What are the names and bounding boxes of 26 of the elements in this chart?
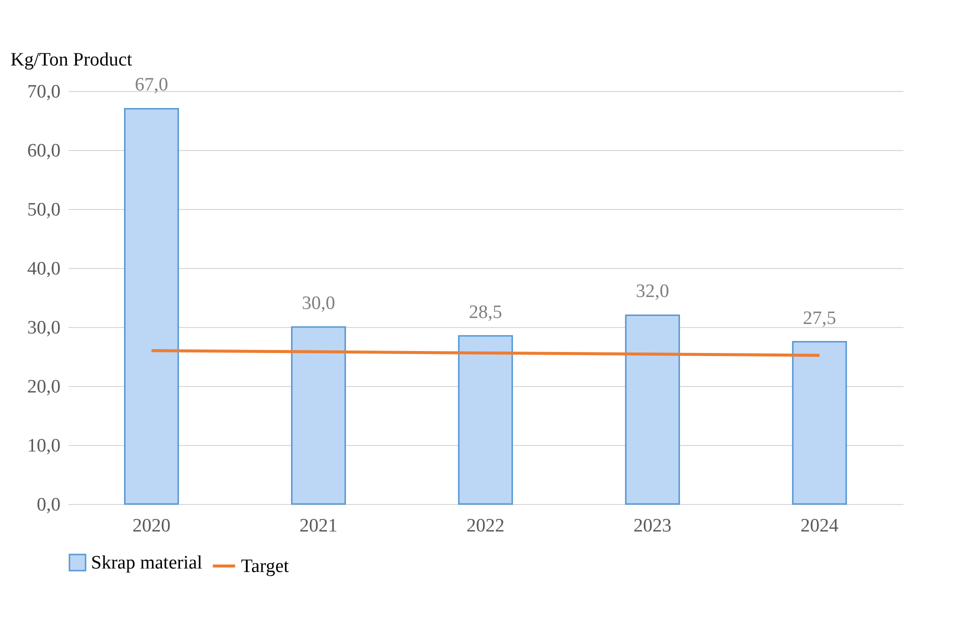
y-tick-label: 30,0 (27, 318, 60, 338)
bar (291, 326, 346, 505)
y-axis-title: Kg/Ton Product (10, 50, 133, 70)
data-label: 30,0 (302, 293, 336, 314)
y-tick-label: 10,0 (27, 436, 60, 456)
x-tick-label: 2021 (300, 516, 338, 536)
y-tick-label: 0,0 (36, 494, 60, 516)
x-tick-label: 2024 (800, 516, 839, 536)
legend-label: Target (241, 556, 290, 577)
bar (625, 314, 680, 505)
data-label: 67,0 (134, 74, 168, 96)
data-label: 27,5 (802, 308, 836, 329)
x-tick-label: 2023 (634, 516, 672, 536)
bar (792, 341, 847, 505)
legend-label: Skrap material (91, 552, 202, 574)
bar (124, 108, 179, 505)
bar (458, 335, 513, 505)
y-tick-label: 40,0 (27, 258, 60, 280)
y-tick-label: 70,0 (27, 82, 60, 102)
y-tick-label: 50,0 (27, 200, 60, 220)
data-label: 32,0 (636, 281, 670, 302)
x-tick-label: 2022 (466, 516, 504, 536)
x-tick-label: 2020 (132, 516, 170, 536)
data-label: 28,5 (468, 302, 502, 323)
y-tick-label: 20,0 (27, 376, 60, 398)
y-tick-label: 60,0 (27, 140, 60, 162)
